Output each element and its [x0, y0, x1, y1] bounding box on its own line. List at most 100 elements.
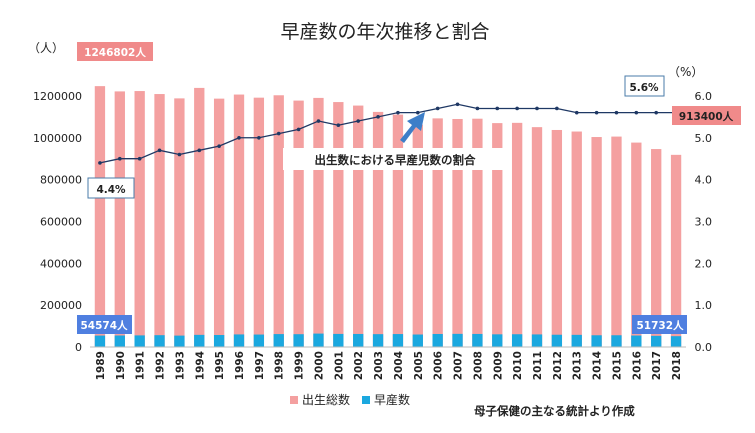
total-bar: [432, 118, 443, 348]
preterm-bar: [194, 334, 205, 347]
preterm-bar: [154, 335, 165, 347]
year-label: 1990: [115, 351, 127, 380]
preterm-bar: [273, 334, 284, 347]
total-bar: [194, 87, 205, 347]
total-bar: [134, 91, 145, 347]
total-bar: [114, 91, 125, 347]
total-bar: [313, 97, 324, 347]
preterm-bar: [114, 335, 125, 347]
year-label: 1993: [174, 351, 186, 380]
left-axis-unit: （人）: [28, 41, 64, 55]
total-bar: [353, 105, 364, 347]
preterm-bar: [670, 336, 682, 347]
preterm-bar: [134, 335, 145, 347]
rate-point: [217, 144, 221, 148]
left-tick-label: 1000000: [33, 132, 82, 145]
year-label: 2011: [532, 351, 544, 380]
preterm-bar: [631, 335, 642, 347]
preterm-bar: [233, 334, 245, 347]
rate-point: [296, 127, 301, 132]
preterm-bar: [253, 334, 265, 347]
rate-point: [336, 123, 341, 128]
left-tick-label: 600000: [40, 215, 82, 228]
right-axis-unit: （%）: [668, 65, 703, 79]
preterm-bar: [492, 334, 503, 347]
rate-note-box: [283, 148, 507, 170]
total-bar: [452, 118, 463, 348]
callout-first-total-box: [77, 42, 153, 61]
total-bar: [154, 94, 165, 348]
rate-point: [614, 110, 619, 115]
total-bar: [651, 149, 662, 347]
year-label: 2012: [552, 351, 564, 380]
year-label: 1989: [95, 351, 107, 380]
year-label: 1991: [135, 351, 147, 380]
total-bar: [253, 97, 265, 347]
year-label: 1992: [155, 351, 167, 380]
preterm-bar: [174, 335, 185, 347]
rate-point: [555, 106, 559, 111]
preterm-bar: [611, 335, 622, 347]
rate-point: [376, 115, 380, 119]
callout-last-total-text: 913400人: [679, 110, 734, 123]
year-label: 1996: [234, 351, 246, 380]
preterm-bar: [353, 333, 364, 347]
rate-point: [356, 119, 361, 123]
left-tick-label: 1200000: [33, 90, 82, 103]
year-label: 2014: [592, 351, 604, 380]
year-label: 1997: [254, 351, 266, 380]
total-bar: [94, 86, 106, 347]
rate-point: [515, 106, 519, 111]
year-label: 2005: [413, 351, 425, 380]
rate-point: [495, 106, 500, 111]
left-axis-ticks: 0 200000 400000 600000 800000 1000000 1200000: [33, 90, 82, 354]
legend-preterm-label: 早産数: [374, 392, 410, 407]
total-bar: [492, 123, 503, 347]
preterm-bar: [571, 334, 582, 347]
callout-last-preterm-text: 51732人: [636, 319, 684, 332]
rate-point: [157, 148, 162, 153]
year-label: 2002: [353, 351, 365, 380]
chart-title: 早産数の年次推移と割合: [280, 21, 489, 43]
right-tick-label: 0.0: [695, 341, 713, 354]
rate-point: [118, 156, 122, 161]
year-label: 1994: [194, 351, 206, 380]
total-bar: [631, 142, 642, 347]
legend-preterm-swatch: [362, 396, 370, 404]
callout-last-rate-text: 5.6%: [629, 82, 659, 94]
total-bar: [591, 137, 602, 347]
left-tick-label: 200000: [40, 299, 82, 312]
rate-line: [99, 103, 677, 164]
rate-note-text: 出生数における早産児数の割合: [315, 153, 476, 167]
year-label: 2015: [611, 351, 623, 380]
preterm-bar: [591, 335, 602, 347]
rate-point: [257, 135, 261, 140]
source-note: 母子保健の主なる統計より作成: [474, 404, 635, 418]
preterm-bar: [333, 333, 344, 347]
total-bar: [531, 127, 543, 347]
year-label: 2000: [313, 351, 325, 380]
callout-last-total-box: [672, 106, 741, 125]
year-label: 2003: [373, 351, 385, 380]
preterm-bar: [372, 334, 384, 347]
right-tick-label: 4.0: [695, 174, 713, 187]
left-tick-label: 400000: [40, 257, 82, 270]
rate-point: [316, 119, 321, 123]
left-tick-label: 0: [75, 341, 82, 354]
year-label: 1998: [274, 351, 286, 380]
left-tick-label: 800000: [40, 174, 82, 187]
legend-total-label: 出生総数: [302, 392, 350, 407]
year-label: 2008: [472, 351, 484, 380]
callout-first-preterm-box: [77, 315, 132, 334]
total-bar: [273, 95, 284, 348]
preterm-bar: [472, 333, 483, 347]
rate-point: [98, 161, 102, 165]
right-tick-label: 3.0: [695, 215, 713, 228]
callout-last-rate: 5.6%: [624, 75, 665, 97]
total-bar: [670, 154, 682, 347]
rate-point: [276, 131, 281, 136]
right-tick-label: 5.0: [695, 132, 713, 145]
legend-total-swatch: [290, 396, 298, 404]
